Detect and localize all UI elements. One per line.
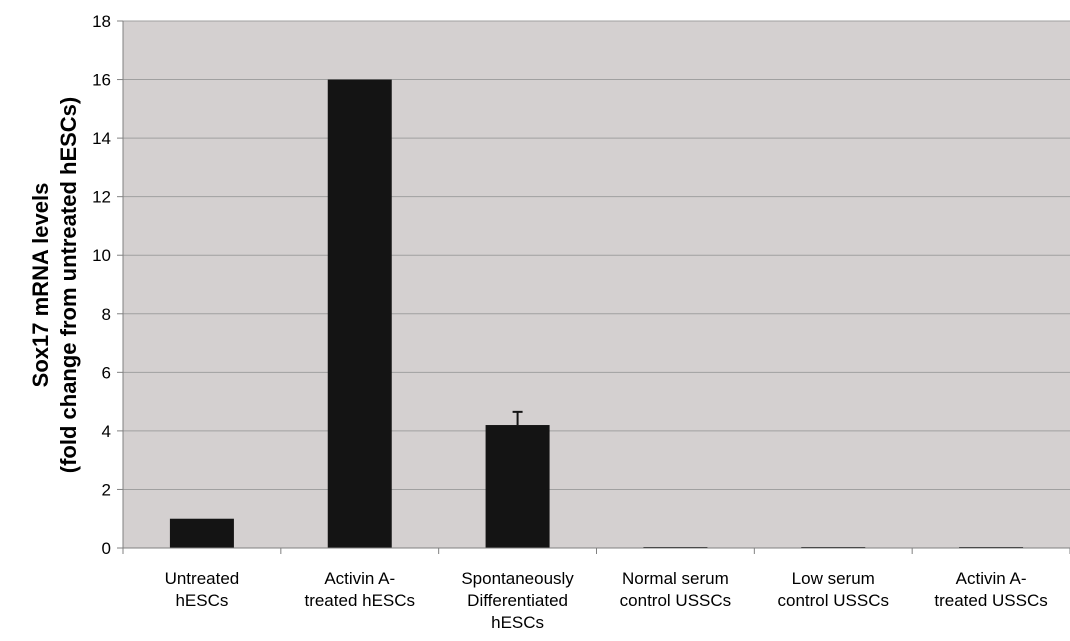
y-tick-label: 8 xyxy=(102,305,111,324)
x-category-label-line: Spontaneously xyxy=(461,569,574,588)
error-bars xyxy=(512,410,523,426)
axes xyxy=(117,20,1070,554)
x-category-label-line: treated hESCs xyxy=(304,591,415,610)
gridlines xyxy=(123,20,1070,490)
y-tick-label: 0 xyxy=(102,539,111,558)
x-category-label-line: Differentiated xyxy=(467,591,568,610)
x-category-label: Activin A-treated USSCs xyxy=(934,569,1047,610)
x-category-label-line: Untreated xyxy=(165,569,240,588)
bar xyxy=(485,425,550,548)
bars xyxy=(169,79,1024,549)
plot-area xyxy=(123,21,1070,548)
x-category-label-line: Normal serum xyxy=(622,569,729,588)
y-tick-label: 10 xyxy=(92,246,111,265)
y-tick-label: 18 xyxy=(92,12,111,31)
y-axis-title-line-2: (fold change from untreated hESCs) xyxy=(56,97,81,473)
x-category-labels: Untreated hESCs Activin A-treated hESCs Spo… xyxy=(165,569,1048,632)
x-category-label: Activin A-treated hESCs xyxy=(304,569,415,610)
y-tick-label: 4 xyxy=(102,422,111,441)
x-category-label-line: hESCs xyxy=(175,591,228,610)
y-tick-label: 6 xyxy=(102,363,111,382)
y-tick-label: 2 xyxy=(102,480,111,499)
bar xyxy=(169,518,234,548)
x-category-label: Normal serum control USSCs xyxy=(620,569,731,610)
y-axis-title: Sox17 mRNA levels (fold change from untr… xyxy=(28,97,81,473)
y-tick-label: 14 xyxy=(92,129,111,148)
x-category-label-line: Low serum xyxy=(792,569,875,588)
x-category-label-line: Activin A- xyxy=(956,569,1027,588)
x-category-label: Untreated hESCs xyxy=(165,569,240,610)
x-category-label: Spontaneously Differentiated hESCs xyxy=(461,569,574,632)
y-tick-label: 16 xyxy=(92,71,111,90)
bar xyxy=(327,79,392,549)
x-category-label: Low serum control USSCs xyxy=(778,569,889,610)
x-category-label-line: control USSCs xyxy=(620,591,731,610)
y-tick-labels: 0 2 4 6 8 10 12 14 16 18 xyxy=(92,12,111,558)
x-category-label-line: hESCs xyxy=(491,613,544,632)
x-category-label-line: control USSCs xyxy=(778,591,889,610)
x-category-label-line: treated USSCs xyxy=(934,591,1047,610)
x-category-label-line: Activin A- xyxy=(324,569,395,588)
y-axis-title-line-1: Sox17 mRNA levels xyxy=(28,183,53,388)
y-tick-label: 12 xyxy=(92,188,111,207)
